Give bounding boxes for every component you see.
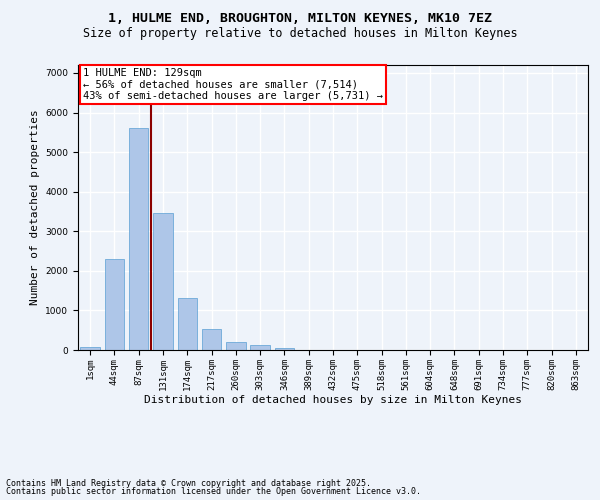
Bar bbox=[153, 214, 173, 350]
Text: 1, HULME END, BROUGHTON, MILTON KEYNES, MK10 7EZ: 1, HULME END, BROUGHTON, MILTON KEYNES, … bbox=[108, 12, 492, 26]
Text: 1 HULME END: 129sqm
← 56% of detached houses are smaller (7,514)
43% of semi-det: 1 HULME END: 129sqm ← 56% of detached ho… bbox=[83, 68, 383, 101]
Bar bbox=[202, 330, 221, 350]
Bar bbox=[275, 348, 294, 350]
X-axis label: Distribution of detached houses by size in Milton Keynes: Distribution of detached houses by size … bbox=[144, 396, 522, 406]
Bar bbox=[226, 342, 245, 350]
Text: Contains HM Land Registry data © Crown copyright and database right 2025.: Contains HM Land Registry data © Crown c… bbox=[6, 478, 371, 488]
Bar bbox=[129, 128, 148, 350]
Bar bbox=[178, 298, 197, 350]
Bar bbox=[80, 347, 100, 350]
Text: Size of property relative to detached houses in Milton Keynes: Size of property relative to detached ho… bbox=[83, 28, 517, 40]
Text: Contains public sector information licensed under the Open Government Licence v3: Contains public sector information licen… bbox=[6, 487, 421, 496]
Y-axis label: Number of detached properties: Number of detached properties bbox=[30, 110, 40, 306]
Bar bbox=[250, 346, 270, 350]
Bar bbox=[105, 259, 124, 350]
